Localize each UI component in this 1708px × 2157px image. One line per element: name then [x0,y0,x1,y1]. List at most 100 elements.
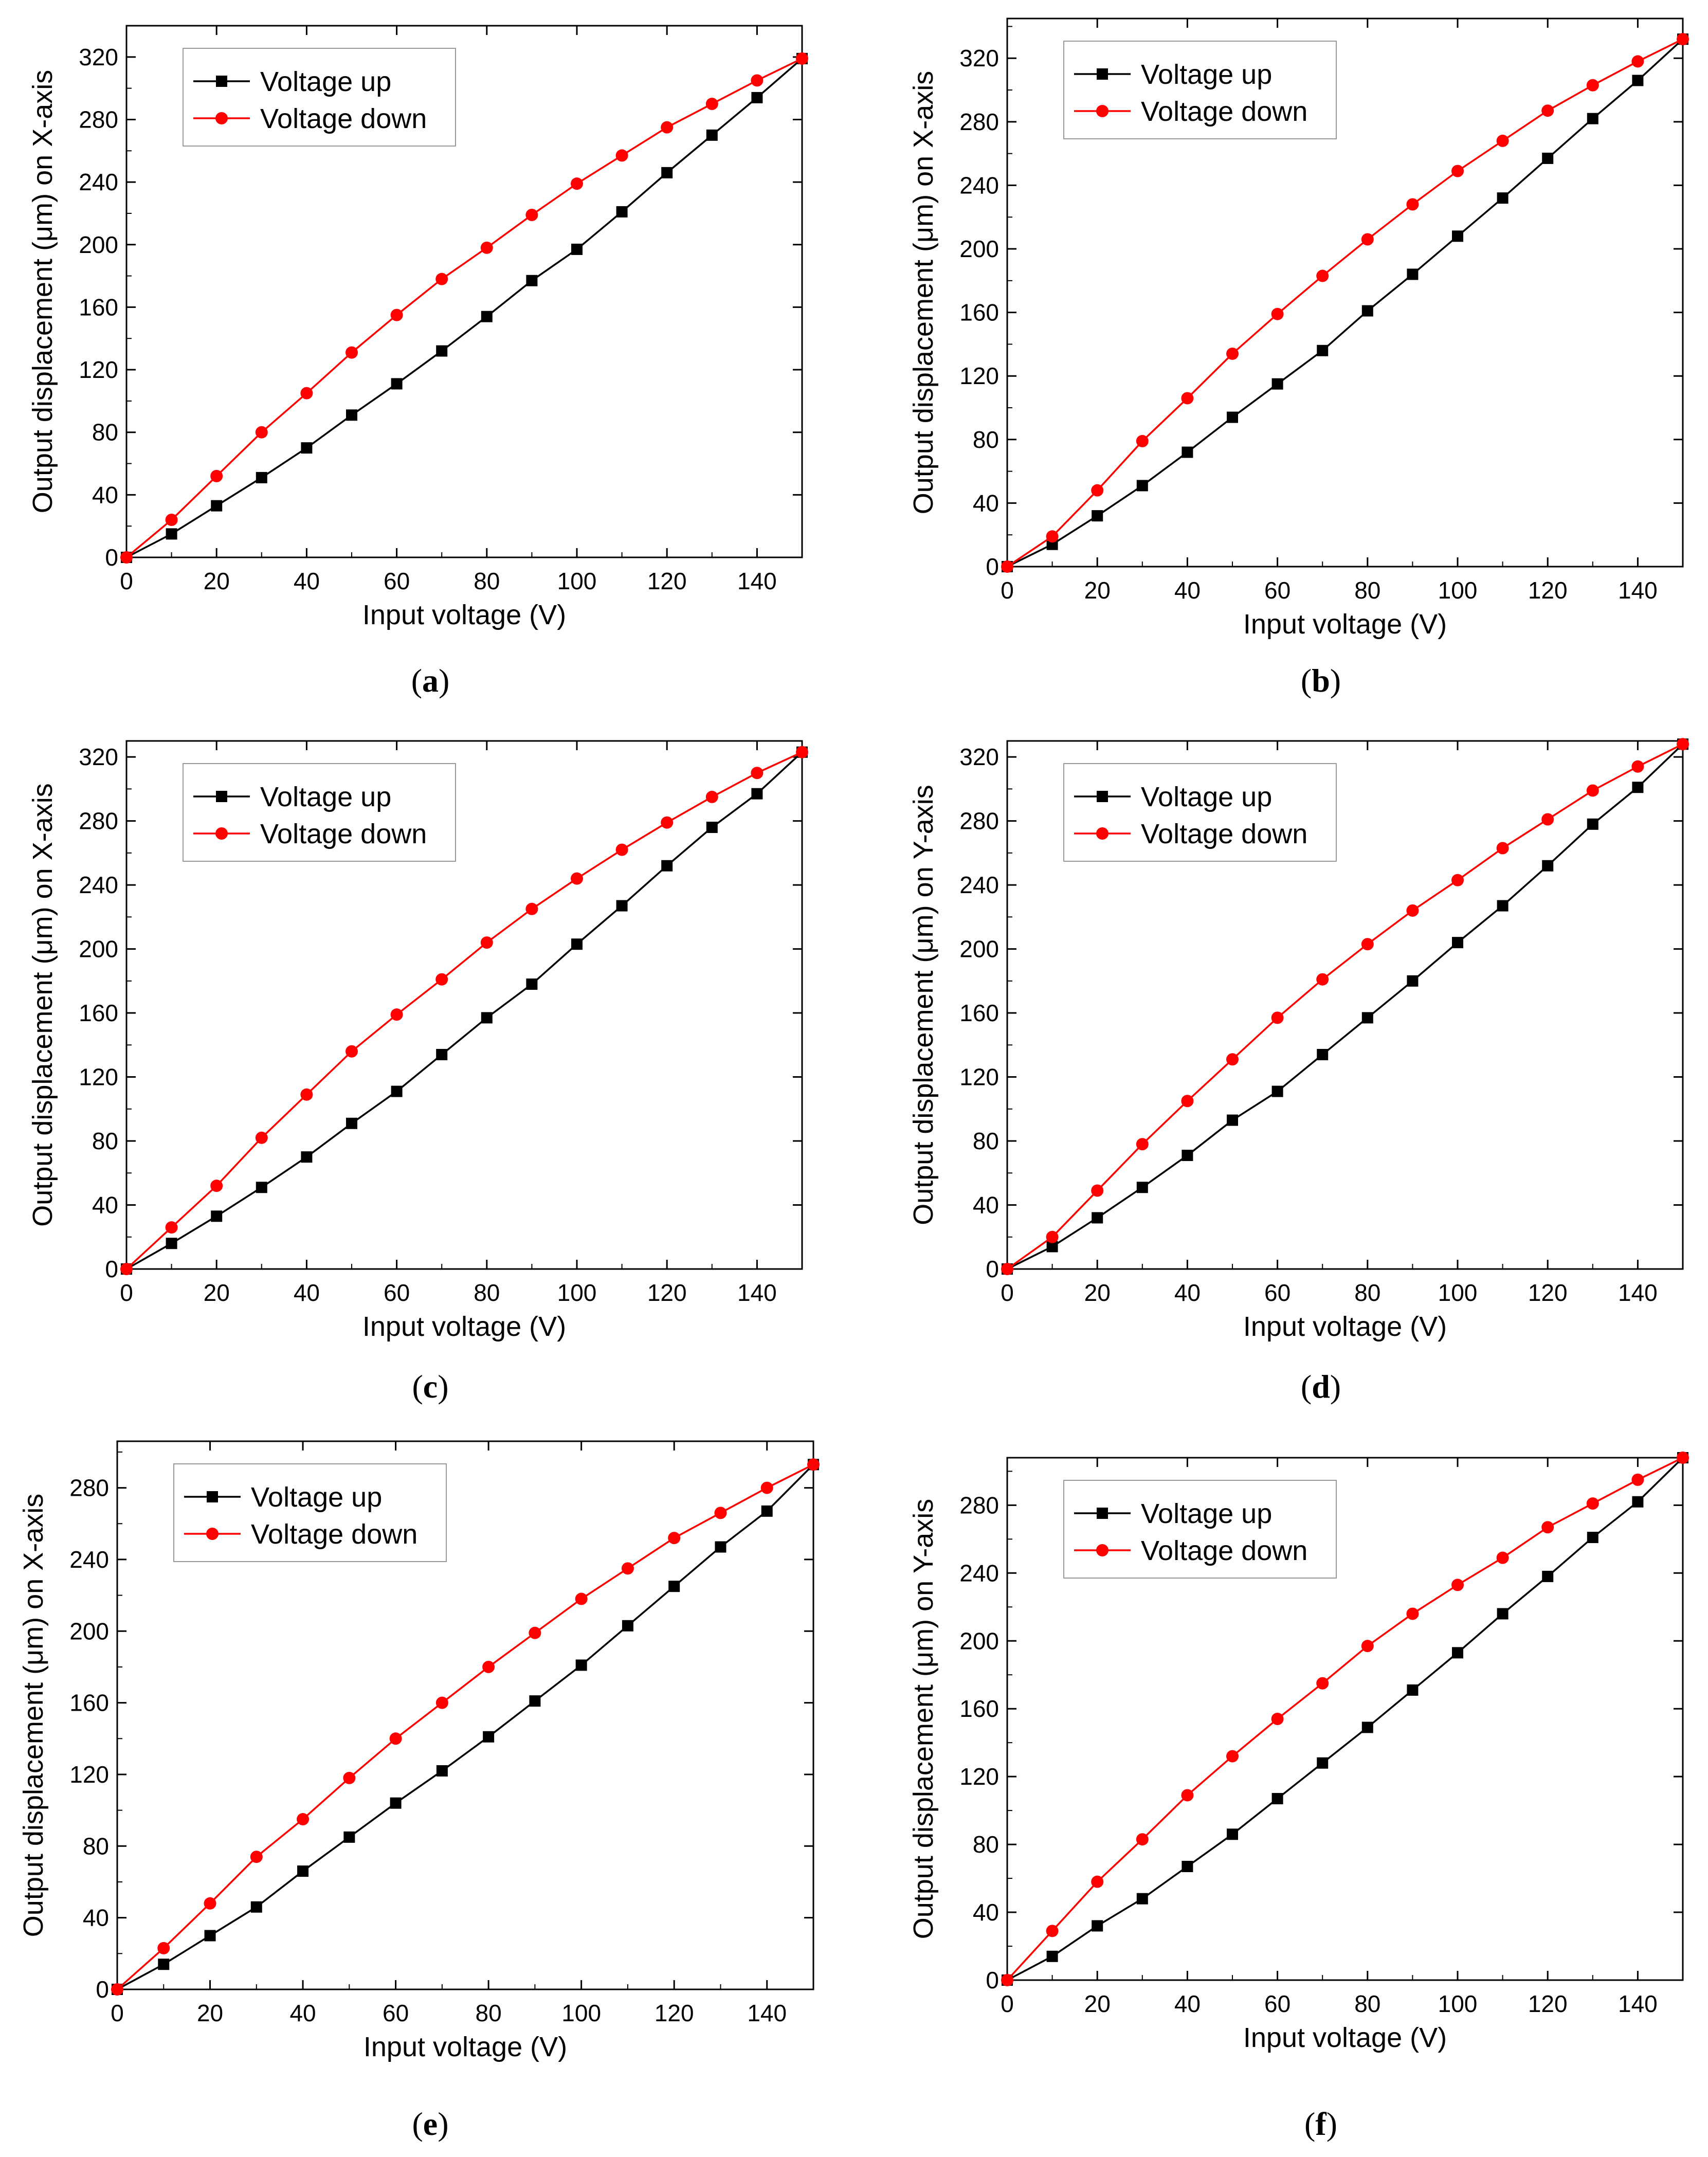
y-tick-label: 160 [79,1000,118,1026]
data-point [706,129,718,141]
data-point [616,206,628,217]
legend-marker [1097,1508,1108,1519]
y-tick-label: 80 [92,1128,118,1154]
data-point [343,1831,355,1843]
data-point [622,1620,633,1632]
y-tick-label: 320 [79,44,118,70]
data-point [616,900,628,912]
x-tick-label: 140 [1618,1990,1658,2017]
data-point [761,1505,773,1517]
x-tick-label: 140 [1618,577,1658,604]
y-tick-label: 0 [105,1256,118,1282]
data-point [1361,938,1374,951]
data-point [482,1660,495,1673]
legend-marker [1096,1544,1109,1556]
x-tick-label: 0 [120,1279,133,1306]
y-tick-label: 240 [959,1560,999,1586]
x-tick-label: 20 [1084,577,1111,604]
data-point [1677,1452,1689,1464]
data-point [435,973,448,986]
data-point [1046,1230,1059,1243]
x-tick-label: 0 [120,568,133,594]
panel-caption: (b) [1301,662,1341,699]
x-tick-label: 40 [294,568,320,594]
data-point [1497,1608,1509,1620]
series-line [1007,743,1684,1270]
data-point [346,409,357,421]
legend-box [1063,763,1337,862]
x-tick-label: 60 [1264,1990,1291,2017]
legend-entry: Voltage down [1141,96,1307,127]
chart-panel-b: 0 20 40 60 80 100 120 140 0 40 80 120 160 200 240 280 32… [908,17,1689,640]
plot-frame [125,740,803,1270]
data-point [705,98,718,111]
data-point [255,426,268,439]
data-point [1406,1607,1419,1620]
x-tick-label: 80 [1354,1279,1380,1306]
data-point [1632,1496,1644,1508]
y-tick-label: 200 [959,1627,999,1654]
x-axis-label: Input voltage (V) [362,600,566,630]
data-point [1092,510,1103,522]
data-point [1677,33,1689,46]
data-point [1046,530,1059,543]
x-tick-label: 140 [737,568,777,594]
data-point [661,860,673,872]
x-tick-label: 80 [476,2000,502,2026]
legend-entry: Voltage down [251,1519,417,1550]
series-line [1007,38,1683,568]
data-point [391,378,403,390]
y-tick-label: 320 [959,744,999,770]
data-point [210,1180,223,1192]
data-point [389,1732,402,1745]
x-tick-label: 120 [647,1279,687,1306]
panel-caption: (c) [412,1368,448,1405]
x-tick-label: 0 [1001,1990,1014,2017]
data-point [1091,484,1104,497]
data-point [1407,268,1419,280]
y-tick-label: 200 [79,231,118,258]
data-point [481,311,493,322]
data-point [615,843,628,856]
data-point [1181,1095,1194,1108]
x-tick-label: 120 [1528,577,1568,604]
x-tick-label: 140 [1618,1279,1658,1306]
series-voltage-down [1001,738,1689,1275]
x-tick-label: 140 [737,1279,777,1306]
legend-entry: Voltage up [1141,782,1272,812]
data-point [1361,1012,1373,1024]
data-point [1541,813,1554,826]
data-point [346,1045,358,1058]
x-tick-label: 60 [1264,1279,1291,1306]
plot-frame [1006,740,1684,1270]
data-point [1271,378,1283,390]
series-line [125,58,803,558]
data-point [1586,79,1599,92]
data-point [1361,1640,1374,1653]
data-point [1317,345,1329,356]
data-point [529,1695,541,1707]
y-tick-label: 40 [83,1905,109,1931]
data-point [166,1238,177,1249]
data-point [526,275,538,286]
data-point [1182,446,1193,458]
data-point [343,1771,356,1784]
legend-marker [1096,827,1109,840]
y-tick-label: 40 [973,1899,999,1926]
y-axis-label: Output displacement (μm) on X-axis [27,783,58,1226]
x-tick-label: 0 [1001,577,1014,604]
data-point [1542,152,1554,164]
series-line [126,58,803,558]
series-voltage-down [111,1458,820,1996]
data-point [1361,1721,1373,1733]
x-axis-label: Input voltage (V) [1243,2022,1447,2053]
x-tick-label: 0 [111,2000,124,2026]
data-point [1226,347,1239,360]
data-point [436,1765,448,1777]
legend-marker [207,1491,218,1502]
series-line [125,751,803,1270]
series-voltage-up [1002,33,1688,572]
data-point [390,1797,402,1809]
data-point [668,1581,680,1592]
data-point [166,528,177,540]
